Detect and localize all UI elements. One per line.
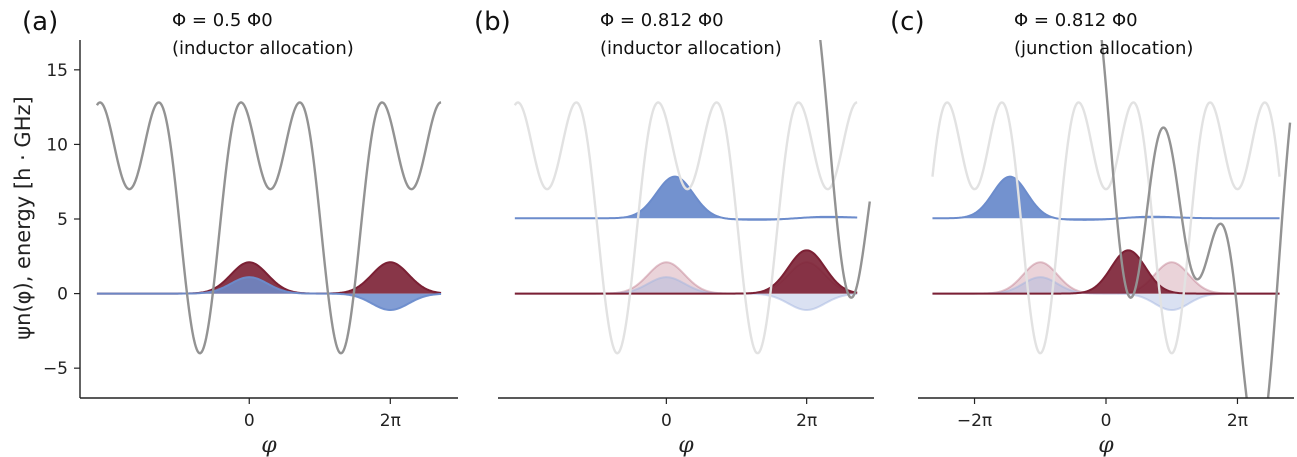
x-axis-label: φ [678,433,694,457]
plot-area [931,40,1292,398]
panel-c: −2π 0 2π φ (c) Φ = 0.812 Φ0 (junction allocati… [890,7,1294,457]
x-tick-label: 2π [1227,411,1248,431]
panel-annotation: Φ = 0.812 Φ0 [600,10,724,31]
panel-label: (c) [890,7,925,37]
panel-annotation: (junction allocation) [1014,38,1193,59]
y-tick-label: 0 [57,285,68,305]
x-tick-label: −2π [957,411,992,431]
y-tick-label: −5 [43,359,68,379]
wavefunction-line-3 [932,175,1280,221]
wavefunction-line-1 [96,276,442,311]
panel-annotation: Φ = 0.812 Φ0 [1014,10,1138,31]
x-tick-label: 0 [661,411,672,431]
x-tick-label: 2π [796,411,817,431]
x-axis-label: φ [1098,433,1114,457]
plot-area [95,101,442,355]
wavefunction-line-2 [514,249,858,295]
x-tick-label: 2π [380,411,401,431]
wavefunction-area-0 [96,262,442,294]
plot-area [513,40,871,355]
potential-curve-0 [95,101,442,355]
panel-annotation: Φ = 0.5 Φ0 [172,10,273,31]
panel-annotation: (inductor allocation) [600,38,782,59]
potential-curve-0 [513,101,858,355]
wavefunction-area-0 [514,262,858,294]
wavefunction-line-3 [514,175,858,221]
x-tick-label: 0 [1101,411,1112,431]
y-tick-label: 5 [57,210,68,230]
panel-label: (a) [22,7,58,37]
wavefunction-area-2 [932,250,1280,294]
potential-curve-1 [819,40,871,299]
y-tick-label: 15 [46,61,68,81]
y-tick-label: 10 [46,135,68,155]
wavefunction-area-1 [96,277,442,310]
potential-curve-0 [931,101,1281,355]
wavefunction-line-2 [932,249,1280,295]
potential-curve-1 [1100,40,1292,398]
wavefunction-area-1 [514,277,858,310]
x-tick-label: 0 [244,411,255,431]
x-axis-label: φ [261,433,277,457]
wavefunction-area-3 [932,176,1280,220]
panel-b: 0 2π φ (b) Φ = 0.812 Φ0 (inductor allocation) [474,7,874,457]
panel-label: (b) [474,7,511,37]
panel-annotation: (inductor allocation) [172,38,354,59]
wavefunction-area-2 [514,250,858,294]
panel-a: −5 0 5 10 15 0 2π φ (a) Φ = 0.5 Φ0 (inductor alloc… [22,7,458,457]
y-axis-label: ψn(φ), energy [h · GHz] [11,96,35,339]
wavefunction-area-3 [514,176,858,220]
